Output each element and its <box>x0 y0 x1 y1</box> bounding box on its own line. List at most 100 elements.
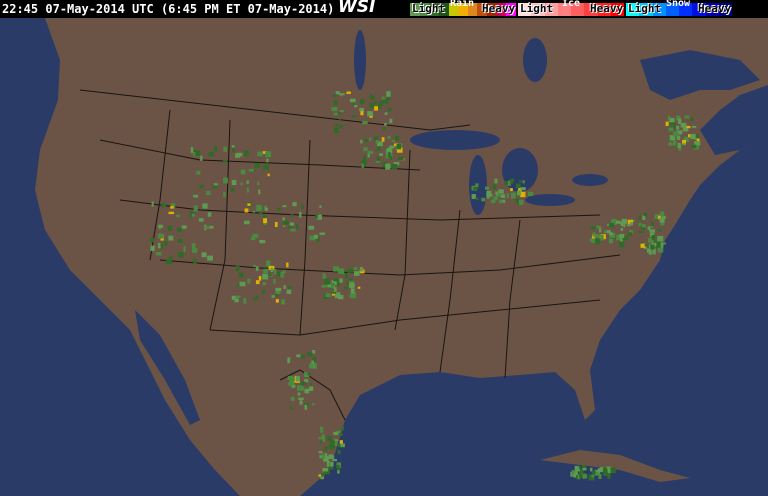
radar-echo <box>337 294 344 300</box>
radar-echo <box>322 467 329 472</box>
radar-echo <box>273 278 276 284</box>
radar-echo <box>353 271 360 276</box>
radar-echo <box>303 372 308 378</box>
radar-echo <box>275 299 279 303</box>
radar-echo <box>168 235 174 241</box>
legend-swatch <box>610 3 624 16</box>
radar-echo <box>672 131 679 137</box>
legend-snow-title: Snow <box>666 0 691 9</box>
radar-echo <box>658 214 664 217</box>
radar-echo <box>320 474 325 480</box>
radar-echo <box>333 94 337 98</box>
radar-echo <box>255 266 259 271</box>
radar-echo <box>384 123 387 126</box>
legend-ice-light: Light <box>520 2 554 15</box>
radar-echo <box>282 205 287 208</box>
radar-echo <box>235 295 241 298</box>
radar-echo <box>369 93 373 99</box>
radar-echo <box>485 186 489 190</box>
radar-echo <box>592 232 596 237</box>
radar-echo <box>275 287 282 292</box>
radar-echo <box>309 364 312 369</box>
radar-echo <box>689 117 694 121</box>
radar-echo <box>379 153 383 156</box>
radar-echo <box>170 203 176 209</box>
radar-echo <box>647 226 651 230</box>
radar-echo <box>150 245 155 251</box>
legend-swatch <box>679 3 693 16</box>
radar-echo <box>266 260 271 267</box>
radar-echo <box>694 140 701 146</box>
radar-echo <box>308 225 315 230</box>
radar-echo <box>314 234 318 239</box>
cuba <box>540 450 690 482</box>
radar-echo <box>389 118 393 124</box>
radar-echo <box>667 115 671 121</box>
radar-echo <box>575 469 578 476</box>
radar-echo <box>338 119 342 122</box>
radar-echo <box>287 357 291 364</box>
radar-echo <box>486 190 492 197</box>
radar-echo <box>344 272 348 279</box>
radar-echo <box>591 474 595 478</box>
radar-echo <box>304 388 310 394</box>
legend-swatch <box>467 3 478 16</box>
radar-echo <box>608 238 614 244</box>
radar-echo <box>354 104 358 108</box>
radar-echo <box>650 244 655 250</box>
radar-echo <box>337 468 340 474</box>
radar-echo <box>382 99 389 104</box>
radar-echo <box>661 215 666 219</box>
radar-echo <box>657 246 664 253</box>
radar-echo <box>207 212 212 217</box>
radar-echo <box>263 218 268 224</box>
legend-swatch <box>692 3 706 16</box>
radar-echo <box>277 271 283 277</box>
radar-echo <box>339 278 343 283</box>
radar-echo <box>578 468 584 474</box>
radar-echo <box>318 450 323 454</box>
radar-echo <box>493 196 498 201</box>
radar-echo <box>602 468 608 472</box>
radar-echo <box>680 122 687 128</box>
radar-echo <box>381 96 385 100</box>
radar-echo <box>263 221 266 226</box>
radar-echo <box>596 472 600 476</box>
radar-echo <box>267 173 270 177</box>
radar-echo <box>504 181 508 185</box>
radar-echo <box>597 468 603 473</box>
radar-echo <box>330 284 336 289</box>
radar-echo <box>223 192 226 198</box>
radar-echo <box>192 248 198 253</box>
radar-echo <box>191 213 195 217</box>
radar-echo <box>349 282 355 288</box>
radar-echo <box>658 215 661 220</box>
radar-echo <box>324 446 328 452</box>
map-canvas <box>0 18 768 496</box>
radar-echo <box>353 267 358 271</box>
radar-echo <box>510 178 513 184</box>
radar-echo <box>283 285 287 289</box>
radar-echo <box>318 436 325 440</box>
radar-echo <box>693 139 697 142</box>
radar-echo <box>673 125 676 129</box>
radar-echo <box>357 286 361 289</box>
radar-echo <box>520 187 526 191</box>
radar-echo <box>295 375 300 382</box>
radar-echo <box>268 273 272 277</box>
radar-echo <box>281 299 286 305</box>
radar-echo <box>688 134 691 138</box>
radar-echo <box>388 152 391 158</box>
radar-echo <box>389 156 393 160</box>
radar-echo <box>619 233 625 238</box>
radar-echo <box>644 244 648 247</box>
radar-echo <box>387 135 391 139</box>
radar-echo <box>199 184 204 189</box>
radar-echo <box>190 147 194 154</box>
radar-echo <box>334 127 339 134</box>
radar-echo <box>475 183 479 188</box>
radar-echo <box>640 243 646 248</box>
radar-echo <box>319 205 322 208</box>
legend-swatch <box>458 3 468 16</box>
radar-echo <box>515 198 519 203</box>
